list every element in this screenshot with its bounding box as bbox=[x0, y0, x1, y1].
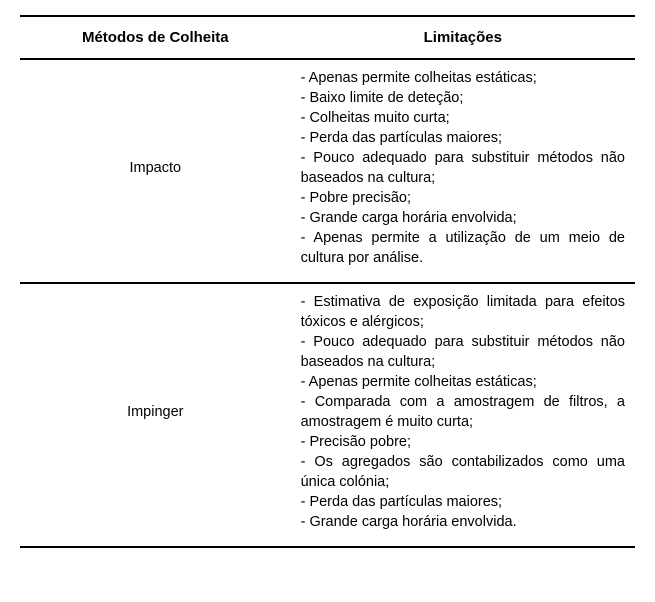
table-row: Impinger - Estimativa de exposição limit… bbox=[20, 283, 635, 547]
header-limitations: Limitações bbox=[291, 16, 635, 59]
limitation-item: - Grande carga horária envolvida. bbox=[301, 512, 625, 532]
limitation-item: - Os agregados são contabilizados como u… bbox=[301, 452, 625, 492]
table-row: Impacto - Apenas permite colheitas estát… bbox=[20, 59, 635, 283]
limitation-item: - Apenas permite colheitas estáticas; bbox=[301, 68, 625, 88]
limitation-item: - Estimativa de exposição limitada para … bbox=[301, 292, 625, 332]
limitation-item: - Pouco adequado para substituir métodos… bbox=[301, 332, 625, 372]
method-cell-impinger: Impinger bbox=[20, 283, 291, 547]
header-methods: Métodos de Colheita bbox=[20, 16, 291, 59]
limitation-item: - Baixo limite de deteção; bbox=[301, 88, 625, 108]
limitation-item: - Perda das partículas maiores; bbox=[301, 492, 625, 512]
table-header-row: Métodos de Colheita Limitações bbox=[20, 16, 635, 59]
limitation-item: - Apenas permite colheitas estáticas; bbox=[301, 372, 625, 392]
limitation-item: - Apenas permite a utilização de um meio… bbox=[301, 228, 625, 268]
limitation-item: - Grande carga horária envolvida; bbox=[301, 208, 625, 228]
limitation-item: - Precisão pobre; bbox=[301, 432, 625, 452]
limitation-item: - Colheitas muito curta; bbox=[301, 108, 625, 128]
limitations-cell-impinger: - Estimativa de exposição limitada para … bbox=[291, 283, 635, 547]
limitation-item: - Comparada com a amostragem de filtros,… bbox=[301, 392, 625, 432]
limitation-item: - Pouco adequado para substituir métodos… bbox=[301, 148, 625, 188]
limitation-item: - Perda das partículas maiores; bbox=[301, 128, 625, 148]
limitation-item: - Pobre precisão; bbox=[301, 188, 625, 208]
method-cell-impacto: Impacto bbox=[20, 59, 291, 283]
methods-table: Métodos de Colheita Limitações Impacto -… bbox=[20, 15, 635, 548]
limitations-cell-impacto: - Apenas permite colheitas estáticas; - … bbox=[291, 59, 635, 283]
